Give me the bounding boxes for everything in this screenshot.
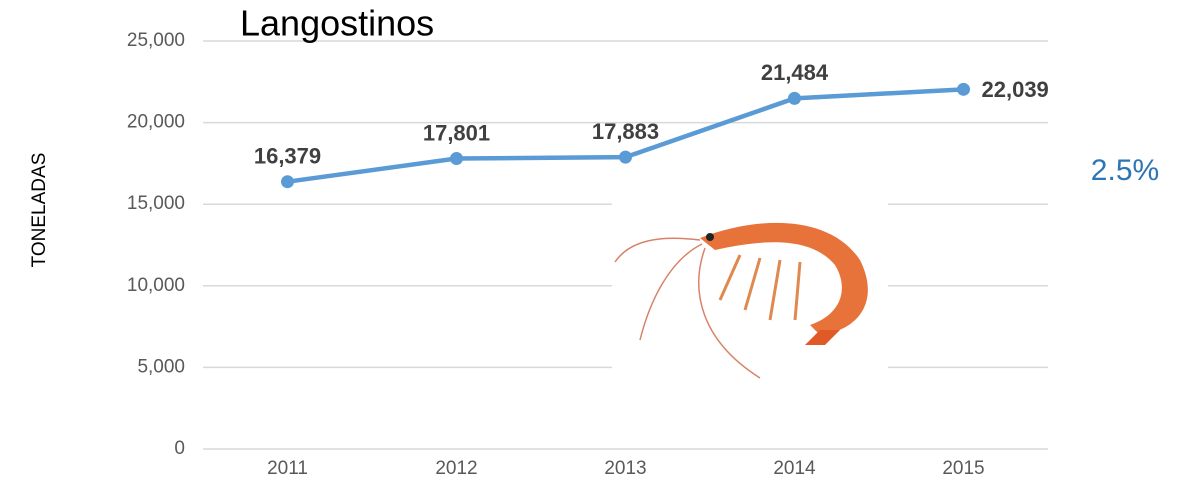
annotation: 2.5% <box>1091 154 1159 187</box>
x-tick-label: 2014 <box>773 458 816 479</box>
data-label: 17,883 <box>592 119 659 144</box>
y-tick-label: 5,000 <box>137 356 185 377</box>
marker <box>281 175 294 189</box>
marker <box>450 151 463 165</box>
marker <box>957 82 970 96</box>
y-tick-label: 25,000 <box>127 30 185 51</box>
shrimp-image <box>612 193 888 383</box>
marker <box>788 91 801 105</box>
data-label: 21,484 <box>761 60 829 85</box>
x-tick-label: 2015 <box>942 458 984 479</box>
y-tick-label: 0 <box>174 438 185 459</box>
data-label: 16,379 <box>254 144 321 169</box>
y-tick-label: 10,000 <box>127 275 185 296</box>
y-axis-label: TONELADAS <box>29 153 50 268</box>
data-label: 17,801 <box>423 120 490 145</box>
y-tick-label: 15,000 <box>127 193 185 214</box>
chart-title: Langostinos <box>240 3 434 44</box>
data-label: 22,039 <box>982 77 1049 102</box>
marker <box>619 150 632 164</box>
y-tick-label: 20,000 <box>127 112 185 133</box>
x-tick-label: 2012 <box>435 458 477 479</box>
x-tick-label: 2011 <box>267 458 308 479</box>
x-tick-label: 2013 <box>604 458 646 479</box>
